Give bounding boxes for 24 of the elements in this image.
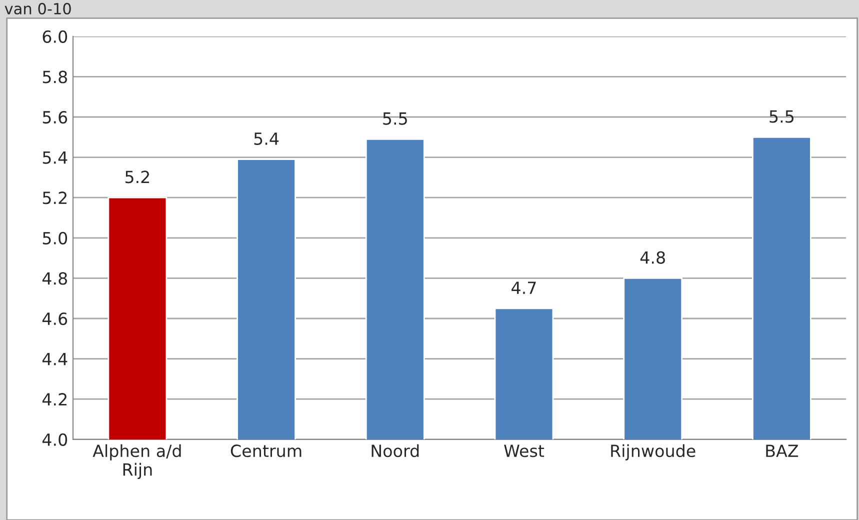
x-tick-label: Centrum [230,444,302,458]
y-tick-label: 6.0 [42,30,68,43]
data-label: 4.8 [640,251,665,264]
y-tick-label: 5.6 [42,110,68,124]
y-tick-label: 5.2 [42,192,66,204]
x-tick-label: Rijnwoude [611,444,696,460]
x-tick-label: West [504,444,544,458]
y-tick-label: 5.0 [42,232,68,244]
y-tick-label: 4.4 [42,352,68,366]
x-tick-label: BAZ [766,444,798,457]
y-tick-label: 5.4 [42,151,68,164]
y-tick-label: 4.2 [42,393,66,406]
data-label: 5.4 [254,132,279,145]
x-tick-label: Alphen a/d Rijn [92,444,181,480]
chart-title: van 0-10 [4,2,71,14]
x-tick-label: Noord [372,444,419,458]
data-label: 5.5 [770,110,794,123]
y-tick-label: 4.8 [42,272,68,285]
data-label: 4.7 [512,282,536,294]
y-tick-label: 4.0 [42,433,68,446]
y-tick-label: 5.8 [42,70,68,84]
y-tick-label: 4.6 [42,312,68,326]
data-label: 5.2 [125,170,150,184]
data-label: 5.5 [383,112,407,125]
